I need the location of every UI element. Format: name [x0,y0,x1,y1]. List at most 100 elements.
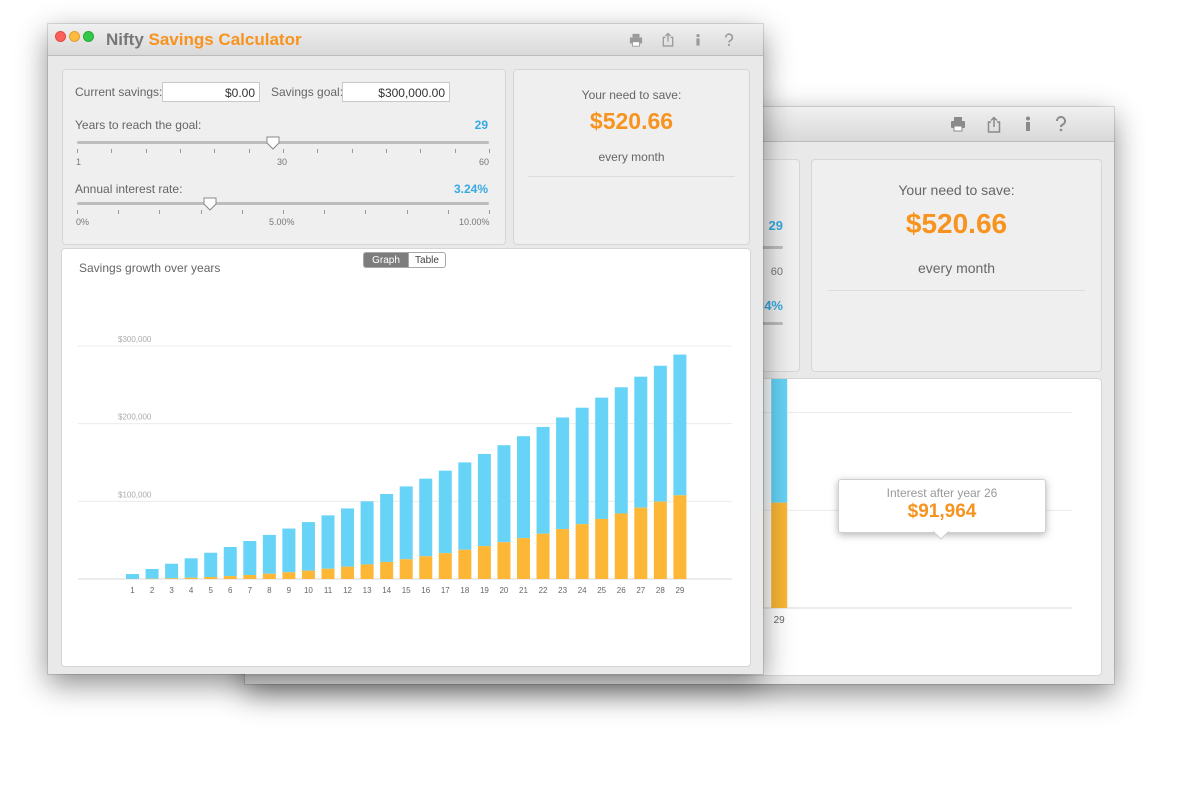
bar-interest [243,574,257,579]
y-tick-label: $100,000 [118,490,152,499]
bar-contributions [595,397,609,519]
slider-tick [447,210,449,214]
back-years-max-fragment: 60 [770,266,783,278]
chart-panel: Savings growth over years Graph Table $1… [61,248,751,667]
slider-tick [77,210,78,214]
app-title-main: Savings Calculator [148,30,302,49]
bar-interest [321,568,335,579]
close-button[interactable] [55,31,66,42]
x-tick-label: 29 [774,615,786,626]
x-tick-label: 15 [402,586,411,595]
bar-contributions [614,387,628,514]
rate-min-label: 0% [76,217,90,227]
x-tick-label: 12 [343,586,352,595]
share-icon[interactable] [662,32,674,47]
years-slider-thumb[interactable] [266,136,280,150]
bar-contributions [223,546,237,577]
bar-contributions [419,478,433,557]
x-tick-label: 2 [150,586,155,595]
tooltip-pointer [933,531,949,540]
slider-tick [317,149,319,153]
back-result-panel: Your need to save: $520.66 every month [811,159,1102,372]
bar-interest [634,507,648,579]
print-icon[interactable] [629,33,643,47]
main-window: Nifty Savings Calculator Current savings… [48,24,763,674]
rate-slider-track[interactable] [77,202,489,205]
savings-goal-label: Savings goal: [271,85,344,99]
years-slider-track[interactable] [77,141,489,144]
slider-tick [159,210,161,214]
info-icon[interactable] [1023,116,1033,132]
bar-contributions [634,376,648,508]
years-max-label: 60 [479,157,490,167]
bar-contributions [380,493,394,562]
bar-interest [301,570,315,579]
back-rate-value-fragment: 4% [764,298,783,313]
bar-contributions [517,436,530,539]
bar-interest [204,576,218,579]
x-tick-label: 16 [421,586,430,595]
print-icon[interactable] [950,116,966,132]
years-min-label: 1 [76,157,82,167]
savings-goal-input[interactable]: $300,000.00 [342,82,450,102]
bar-contributions [673,354,687,496]
help-icon[interactable] [724,32,734,47]
result-amount: $520.66 [589,108,674,134]
slider-tick [111,149,113,153]
tooltip-value: $91,964 [907,501,977,522]
bar-interest [184,577,198,579]
bar-contributions [321,515,335,569]
y-tick-label: $300,000 [118,335,152,344]
bar-contributions [653,365,667,502]
slider-tick [489,210,490,214]
bar-contributions [360,501,374,565]
bar-interest [536,533,550,579]
x-tick-label: 24 [578,586,587,595]
bar-interest [595,518,609,579]
bar-contributions [575,407,589,525]
slider-tick [365,210,367,214]
bar-contributions [243,541,257,575]
bar-contributions [301,522,315,571]
current-savings-input[interactable]: $0.00 [162,82,260,102]
y-tick-label: $200,000 [118,413,152,422]
x-tick-label: 21 [519,586,528,595]
bar-interest [419,556,433,579]
slider-tick [454,149,456,153]
x-tick-label: 13 [363,586,372,595]
bar-interest [223,576,237,579]
x-tick-label: 11 [324,586,333,595]
back-result-divider [828,290,1085,291]
bar-interest [341,566,355,579]
bar-interest [477,546,491,579]
share-icon[interactable] [987,115,1001,133]
x-tick-label: 22 [539,586,548,595]
bar-interest [575,524,589,579]
x-tick-label: 9 [287,586,292,595]
minimize-button[interactable] [69,31,80,42]
result-panel: Your need to save: $520.66 every month [513,69,750,245]
slider-tick [77,149,78,153]
back-result-amount: $520.66 [905,208,1008,239]
back-result-period: every month [917,260,996,276]
info-icon[interactable] [694,33,702,47]
bar-contributions [399,486,413,560]
slider-tick [489,149,490,153]
bar-contributions [282,528,296,573]
tab-table[interactable]: Table [408,252,446,268]
rate-value: 3.24% [453,182,488,196]
rate-slider-thumb[interactable] [203,197,217,211]
current-savings-label: Current savings: [75,85,163,99]
x-tick-label: 8 [267,586,272,595]
bar-contributions [126,574,139,579]
help-icon[interactable] [1055,116,1067,132]
zoom-button[interactable] [83,31,94,42]
x-tick-label: 1 [130,586,135,595]
rate-mid-label: 5.00% [269,217,295,227]
back-rate-track-fragment [743,322,783,325]
bar-interest [458,549,472,579]
bar-contributions [165,563,179,579]
bar-interest [614,513,628,579]
titlebar: Nifty Savings Calculator [48,24,763,56]
slider-tick [214,149,216,153]
